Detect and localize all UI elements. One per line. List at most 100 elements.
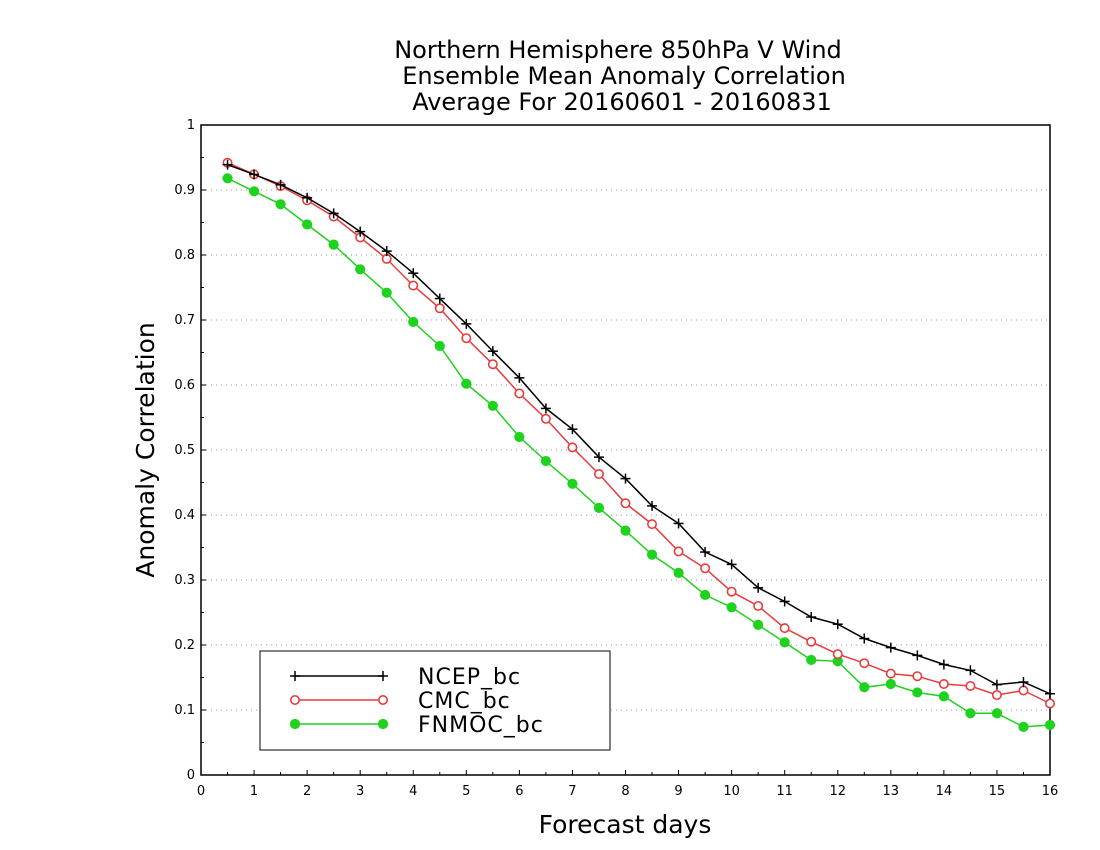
data-point bbox=[647, 519, 658, 530]
data-point bbox=[779, 623, 790, 634]
y-tick-label: 0 bbox=[187, 768, 195, 783]
data-point bbox=[461, 333, 472, 344]
gridlines bbox=[201, 189, 1050, 711]
series-NCEP_bc bbox=[222, 159, 1055, 699]
data-point bbox=[540, 455, 552, 467]
data-point bbox=[434, 340, 445, 352]
data-point bbox=[965, 708, 976, 719]
data-point bbox=[938, 678, 949, 689]
data-point bbox=[726, 586, 737, 597]
legend-marker bbox=[290, 671, 300, 681]
series-line bbox=[227, 162, 1051, 705]
x-tick-label: 1 bbox=[250, 784, 258, 799]
data-point bbox=[620, 473, 631, 484]
data-point bbox=[275, 179, 286, 190]
x-tick-label: 2 bbox=[303, 784, 311, 799]
data-point bbox=[620, 525, 631, 536]
data-point bbox=[593, 502, 605, 513]
data-point bbox=[647, 500, 658, 511]
data-point bbox=[753, 600, 764, 611]
data-point bbox=[726, 559, 737, 570]
x-tick-label: 14 bbox=[936, 784, 953, 799]
y-tick-label: 0.3 bbox=[174, 573, 195, 588]
data-point bbox=[567, 478, 578, 489]
data-point bbox=[487, 346, 498, 357]
data-point bbox=[487, 359, 498, 370]
data-point bbox=[912, 687, 923, 698]
data-point bbox=[859, 658, 870, 669]
legend-entry: CMC_bc bbox=[289, 689, 511, 714]
data-point bbox=[699, 589, 711, 601]
x-tick-label: 3 bbox=[356, 784, 364, 799]
data-point bbox=[540, 413, 551, 424]
data-point bbox=[381, 287, 392, 298]
data-point bbox=[302, 192, 313, 203]
data-point bbox=[885, 678, 896, 690]
y-tick-label: 1 bbox=[187, 118, 195, 133]
data-point bbox=[806, 636, 817, 647]
data-point bbox=[779, 596, 790, 607]
legend-entry: NCEP_bc bbox=[290, 665, 520, 690]
x-tick-label: 8 bbox=[621, 784, 629, 799]
x-axis: 0 1 2 3 4 5 6 7 8 9 10 11 12 13 14 15 16 bbox=[197, 770, 1058, 799]
data-point bbox=[965, 680, 976, 691]
data-point bbox=[408, 316, 419, 328]
data-point bbox=[806, 612, 817, 623]
data-point bbox=[514, 388, 525, 399]
series-group bbox=[222, 157, 1056, 733]
x-tick-label: 4 bbox=[409, 784, 417, 799]
data-point bbox=[248, 186, 260, 197]
legend-marker bbox=[377, 718, 389, 730]
data-point bbox=[938, 691, 949, 702]
data-point bbox=[779, 637, 790, 648]
x-tick-label: 13 bbox=[883, 784, 900, 799]
data-point bbox=[355, 264, 366, 275]
x-tick-label: 5 bbox=[462, 784, 470, 799]
legend-entry: FNMOC_bc bbox=[289, 713, 544, 738]
data-point bbox=[328, 208, 339, 219]
data-point bbox=[620, 498, 631, 509]
y-tick-label: 0.5 bbox=[174, 443, 195, 458]
legend-label: FNMOC_bc bbox=[418, 713, 544, 738]
x-tick-label: 9 bbox=[674, 784, 682, 799]
data-point bbox=[593, 469, 604, 480]
y-tick-label: 0.8 bbox=[174, 248, 195, 263]
data-point bbox=[912, 650, 923, 661]
data-point bbox=[1018, 685, 1029, 696]
data-point bbox=[885, 642, 896, 653]
x-tick-label: 12 bbox=[829, 784, 846, 799]
data-point bbox=[355, 226, 366, 237]
y-tick-label: 0.6 bbox=[174, 378, 195, 393]
data-point bbox=[434, 293, 445, 304]
data-point bbox=[912, 671, 923, 682]
data-point bbox=[991, 690, 1002, 701]
data-point bbox=[514, 431, 525, 443]
data-point bbox=[593, 452, 604, 463]
data-point bbox=[408, 268, 419, 279]
data-point bbox=[381, 246, 392, 257]
data-point bbox=[487, 400, 498, 411]
data-point bbox=[859, 682, 870, 693]
data-point bbox=[275, 199, 286, 210]
data-point bbox=[700, 563, 711, 574]
data-point bbox=[1045, 688, 1055, 699]
legend-marker bbox=[289, 694, 300, 705]
data-point bbox=[832, 649, 843, 660]
data-point bbox=[938, 659, 949, 670]
legend-label: CMC_bc bbox=[418, 689, 511, 714]
legend-marker bbox=[378, 671, 388, 681]
series-FNMOC_bc bbox=[222, 173, 1056, 733]
data-point bbox=[222, 173, 233, 184]
data-point bbox=[832, 619, 843, 630]
data-point bbox=[673, 546, 684, 557]
data-point bbox=[1044, 719, 1056, 731]
data-point bbox=[540, 403, 551, 414]
title-line-3: Average For 20160601 - 20160831 bbox=[412, 88, 832, 116]
x-tick-label: 6 bbox=[515, 784, 523, 799]
x-tick-label: 11 bbox=[776, 784, 793, 799]
x-axis-label: Forecast days bbox=[539, 810, 712, 839]
data-point bbox=[408, 280, 419, 291]
